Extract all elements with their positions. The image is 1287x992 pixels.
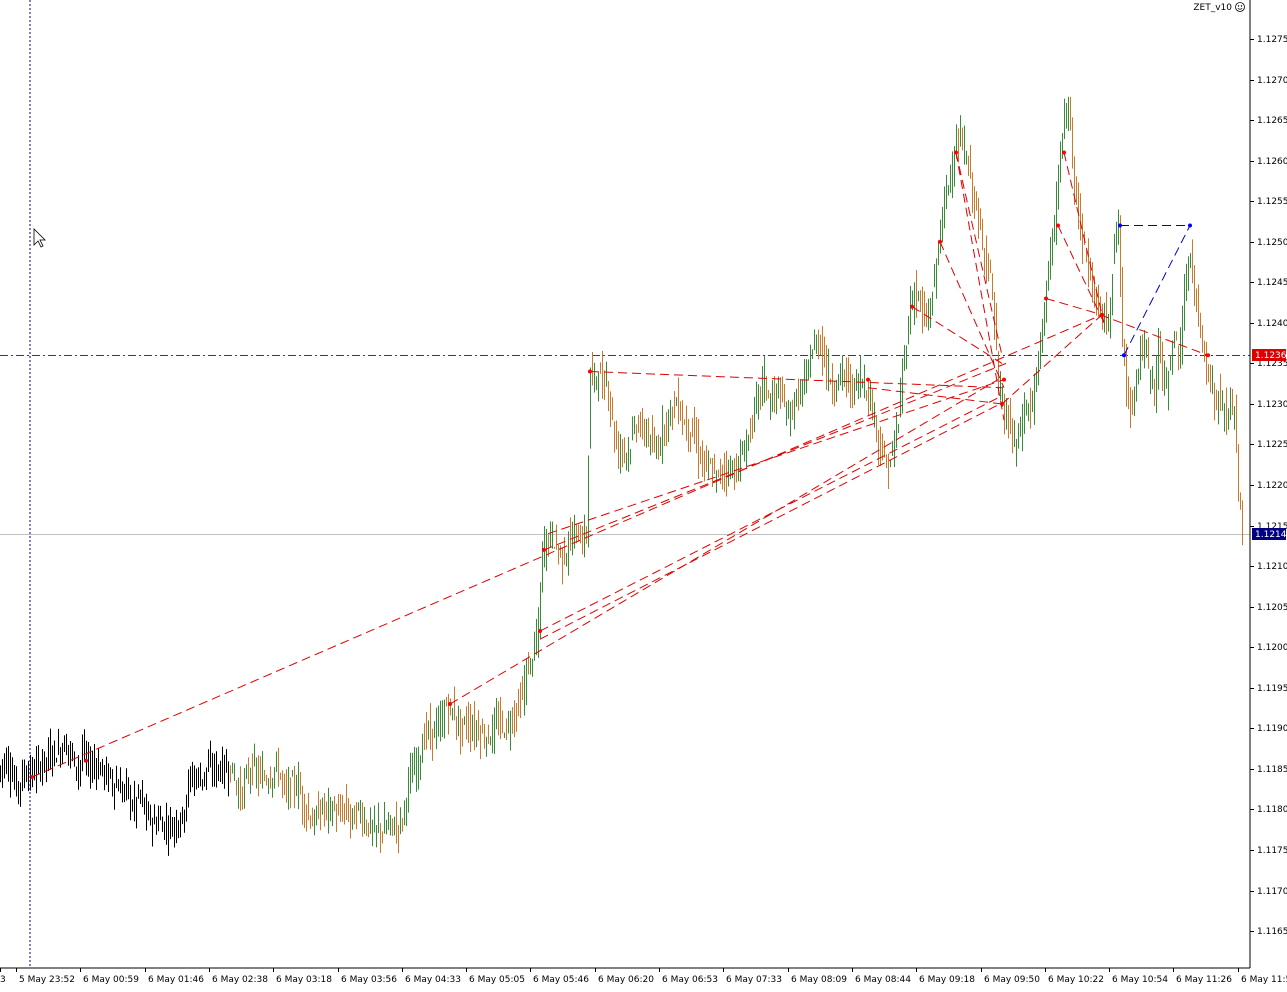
time-tick-label: 6 May 07:33 [726, 975, 782, 985]
price-tick-label: 1.1210 [1257, 562, 1287, 572]
red-pattern-point [1062, 150, 1066, 155]
red-pattern-line [955, 152, 1005, 421]
red-pattern-line [911, 306, 1003, 364]
price-badge [1252, 349, 1286, 361]
price-levels [0, 355, 1250, 535]
pattern-points [30, 150, 1210, 780]
mouse-cursor-icon [33, 228, 46, 248]
red-pattern-line [547, 379, 1005, 535]
red-pattern-point [1000, 401, 1004, 406]
red-pattern-point [1002, 377, 1006, 382]
time-tick-label: 6 May 08:44 [855, 975, 911, 985]
price-axis[interactable]: 1.1275 1.1270 1.1265 1.1260 1.1255 1.1250 1.12… [1250, 35, 1287, 937]
blue-pattern-point [1188, 223, 1192, 228]
price-badge-label: 1.1214 [1255, 530, 1287, 540]
red-pattern-point [1206, 353, 1210, 358]
red-pattern-point [866, 377, 870, 382]
price-tick-label: 1.1270 [1257, 76, 1287, 86]
red-pattern-line [955, 152, 1003, 356]
price-tick-label: 1.1245 [1257, 278, 1287, 288]
price-tick-label: 1.1200 [1257, 643, 1287, 653]
time-tick-label: 6 May 00:59 [83, 975, 139, 985]
indicator-label: ZET_v10 [1193, 3, 1232, 13]
red-pattern-line [1099, 314, 1209, 356]
time-tick-label: 6 May 01:46 [148, 975, 204, 985]
red-pattern-point [538, 629, 542, 634]
red-pattern-line [1045, 298, 1103, 316]
price-tick-label: 1.1225 [1257, 440, 1287, 450]
blue-pattern-point [1122, 353, 1126, 358]
red-pattern-line [449, 379, 999, 705]
red-pattern-point [84, 758, 88, 763]
time-tick-label: 6 May 05:05 [469, 975, 525, 985]
price-tick-label: 1.1250 [1257, 238, 1287, 248]
time-tick-label: 6 May 05:46 [533, 975, 589, 985]
red-pattern-line [31, 314, 1103, 778]
price-tick-label: 1.1255 [1257, 197, 1287, 207]
candles [0, 96, 1243, 856]
price-tick-label: 1.1240 [1257, 319, 1287, 329]
price-badges: 1.1236 1.1214 [1252, 349, 1287, 540]
blue-pattern-point [1118, 223, 1122, 228]
red-pattern-point [588, 369, 592, 374]
time-tick-label: 6 May 06:20 [598, 975, 654, 985]
red-pattern-line [1057, 225, 1105, 324]
red-pattern-point [954, 150, 958, 155]
blue-pattern-line [1123, 225, 1191, 356]
red-pattern-point [938, 239, 942, 244]
red-pattern-line [867, 387, 1003, 405]
red-pattern-point [30, 775, 34, 780]
red-pattern-line [1001, 314, 1103, 405]
price-tick-label: 1.1205 [1257, 603, 1287, 613]
red-pattern-line [589, 371, 1003, 389]
price-tick-label: 1.1260 [1257, 157, 1287, 167]
time-tick-label: 6 May 08:09 [791, 975, 847, 985]
time-tick-label: 6 May 06:53 [662, 975, 718, 985]
red-pattern-point [1044, 296, 1048, 301]
time-tick-label: 6 May 10:22 [1048, 975, 1104, 985]
time-tick-label: 6 May 04:33 [405, 975, 461, 985]
time-tick-label: 6 May 11:26 [1176, 975, 1232, 985]
price-badge [1252, 528, 1286, 540]
time-tick-label: 6 May 03:18 [276, 975, 332, 985]
red-pattern-point [910, 304, 914, 309]
price-tick-label: 1.1220 [1257, 481, 1287, 491]
price-tick-label: 1.1230 [1257, 400, 1287, 410]
price-tick-label: 1.1235 [1257, 359, 1287, 369]
price-tick-label: 1.1190 [1257, 724, 1287, 734]
price-tick-label: 1.1180 [1257, 805, 1287, 815]
price-tick-label: 1.1185 [1257, 765, 1287, 775]
price-tick-label: 1.1265 [1257, 116, 1287, 126]
price-tick-label: 1.1165 [1257, 927, 1287, 937]
red-pattern-line [539, 403, 1001, 640]
red-pattern-line [1063, 152, 1105, 323]
price-tick-label: 1.1215 [1257, 522, 1287, 532]
time-tick-label: 6 May 09:50 [984, 975, 1040, 985]
red-pattern-line [539, 395, 1003, 632]
red-pattern-point [448, 702, 452, 707]
time-tick-label: 3 [0, 975, 6, 985]
time-tick-label: 6 May 09:18 [919, 975, 975, 985]
price-tick-label: 1.1170 [1257, 887, 1287, 897]
time-tick-label: 6 May 03:56 [341, 975, 397, 985]
price-tick-label: 1.1195 [1257, 684, 1287, 694]
price-badge-label: 1.1236 [1255, 351, 1287, 361]
time-axis[interactable]: 3 5 May 23:52 6 May 00:59 6 May 01:46 6 May … [0, 968, 1287, 985]
red-pattern-point [542, 547, 546, 552]
red-pattern-lines [31, 152, 1209, 778]
price-tick-label: 1.1175 [1257, 846, 1287, 856]
price-tick-label: 1.1275 [1257, 35, 1287, 45]
time-tick-label: 6 May 10:54 [1112, 975, 1168, 985]
blue-pattern-lines [1120, 225, 1191, 356]
time-tick-label: 6 May 02:38 [212, 975, 268, 985]
red-pattern-point [1056, 223, 1060, 228]
time-tick-label: 6 May 11:58 [1241, 975, 1287, 985]
smiley-icon [1235, 2, 1245, 12]
red-pattern-point [1100, 312, 1104, 317]
time-tick-label: 5 May 23:52 [19, 975, 75, 985]
